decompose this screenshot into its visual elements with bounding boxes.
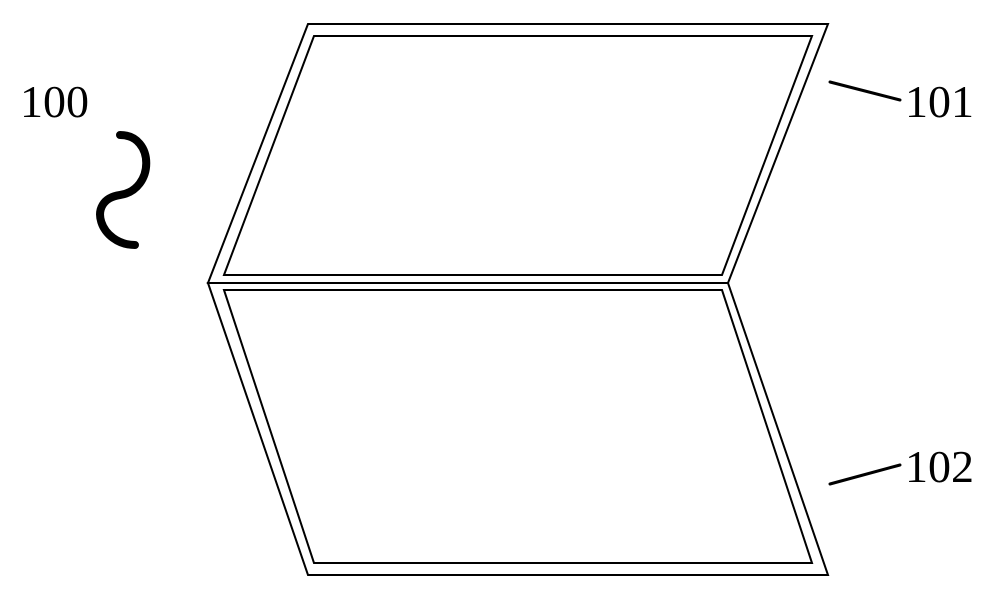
label-102: 102: [905, 440, 974, 493]
label-100: 100: [20, 75, 89, 128]
label-101: 101: [905, 75, 974, 128]
patent-figure: [0, 0, 1000, 611]
